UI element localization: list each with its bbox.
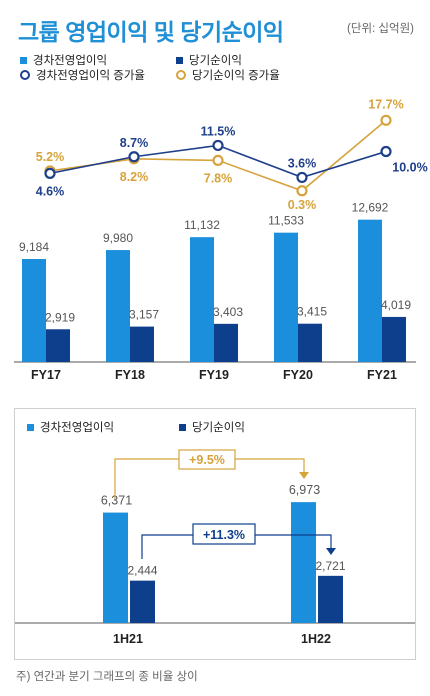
x-tick-fy18: FY18 (115, 368, 145, 382)
half-x-tick-1h22: 1H22 (301, 632, 331, 646)
net-growth-point-fy21 (380, 114, 392, 126)
legend-op: 경차전영업이익 (20, 52, 107, 68)
bar-net-fy21 (382, 316, 406, 362)
half-bar-op-1h22 (291, 502, 316, 623)
net-change-label: +11.3% (203, 528, 245, 542)
legend-op-growth-label: 경차전영업이익 증가율 (36, 70, 145, 82)
bar-net-fy19 (214, 323, 238, 362)
bar-net-fy18 (130, 326, 154, 362)
op-growth-label-fy20: 3.6% (288, 156, 317, 170)
x-tick-fy17: FY17 (31, 368, 61, 382)
legend-net-swatch (176, 56, 183, 64)
chart-title: 그룹 영업이익 및 당기순이익 (18, 19, 284, 45)
legend-op-growth-marker (20, 70, 30, 80)
op-change-badge (178, 449, 236, 470)
op-growth-point-fy19 (212, 139, 224, 152)
half-bar-op-label-1h22: 6,973 (289, 483, 320, 497)
bar-net-fy17 (46, 329, 70, 362)
op-growth-label-fy18: 8.7% (120, 136, 149, 150)
net-growth-label-fy21: 17.7% (368, 97, 403, 111)
bar-net-label-fy19: 3,403 (213, 305, 243, 319)
bar-net-fy20 (298, 323, 322, 362)
half-year-panel: 경차전영업이익 당기순이익 6,371 2,444 1H21 6,973 2,721 1H… (14, 408, 416, 660)
half-bar-net-label-1h21: 2,444 (127, 564, 157, 578)
half-legend-net-label: 당기순이익 (192, 422, 245, 434)
legend-net-growth-label: 당기순이익 증가율 (192, 70, 280, 82)
bar-op-label-fy20: 11,533 (268, 214, 304, 228)
net-growth-label-fy19: 7.8% (204, 171, 233, 185)
footnote: 주) 연간과 분기 그래프의 종 비율 상이 (16, 671, 198, 683)
x-tick-fy20: FY20 (283, 368, 313, 382)
half-bar-net-1h22 (318, 575, 343, 623)
legend-op-label: 경차전영업이익 (33, 55, 108, 67)
half-legend-net-swatch (179, 423, 186, 431)
half-bar-net-label-1h22: 2,721 (315, 559, 345, 573)
annual-chart: 9,184 2,919 FY17 9,980 3,157 FY18 11,132 3,403 F… (14, 97, 428, 382)
bar-op-label-fy21: 12,692 (352, 201, 389, 215)
bar-net-label-fy21: 4,019 (381, 298, 411, 312)
bar-op-fy21 (358, 219, 382, 362)
bar-net-label-fy20: 3,415 (297, 305, 327, 319)
net-growth-label-fy17: 5.2% (36, 150, 65, 164)
bar-op-fy17 (22, 259, 46, 362)
bar-op-label-fy18: 9,980 (103, 231, 133, 245)
op-growth-point-fy20 (296, 171, 308, 184)
op-growth-label-fy19: 11.5% (201, 124, 236, 138)
bar-op-fy19 (190, 237, 214, 362)
half-legend-op-label: 경차전영업이익 (40, 422, 115, 434)
unit-label: (단위: 십억원) (347, 23, 414, 35)
op-growth-point-fy17 (44, 167, 56, 179)
net-growth-label-fy18: 8.2% (120, 170, 149, 184)
bar-op-label-fy17: 9,184 (19, 240, 49, 254)
legend-net-growth: 당기순이익 증가율 (176, 67, 280, 83)
op-growth-point-fy21 (380, 145, 392, 158)
half-bar-net-1h21 (130, 580, 155, 623)
op-change-arrowhead (299, 472, 309, 479)
net-growth-point-fy20 (296, 185, 308, 197)
half-x-tick-1h21: 1H21 (113, 632, 143, 646)
x-tick-fy21: FY21 (367, 368, 397, 382)
legend-net-label: 당기순이익 (189, 55, 242, 67)
half-bar-op-label-1h21: 6,371 (101, 494, 132, 508)
op-growth-label-fy21: 10.0% (392, 161, 427, 175)
half-legend-net: 당기순이익 (179, 419, 245, 435)
op-growth-label-fy17: 4.6% (36, 184, 65, 198)
net-growth-label-fy20: 0.3% (288, 198, 317, 212)
bar-net-label-fy17: 2,919 (45, 310, 75, 324)
bar-op-fy20 (274, 232, 298, 362)
half-legend-op: 경차전영업이익 (27, 419, 114, 435)
op-growth-point-fy18 (128, 151, 140, 163)
half-bar-op-1h21 (103, 512, 128, 623)
op-change-label: +9.5% (189, 453, 225, 467)
legend-net: 당기순이익 (176, 52, 242, 68)
bar-op-label-fy19: 11,132 (184, 218, 220, 232)
bar-op-fy18 (106, 250, 130, 362)
half-legend-op-swatch (27, 423, 34, 431)
net-change-badge (192, 523, 256, 545)
net-change-arrowhead (326, 548, 336, 555)
legend-net-growth-marker (176, 70, 186, 80)
legend-op-growth: 경차전영업이익 증가율 (20, 67, 145, 83)
half-year-chart: 6,371 2,444 1H21 6,973 2,721 1H22 +9.5% +11.3% (15, 449, 415, 646)
legend-op-swatch (20, 56, 27, 64)
x-tick-fy19: FY19 (199, 368, 229, 382)
net-growth-point-fy19 (212, 154, 224, 167)
bar-net-label-fy18: 3,157 (129, 308, 159, 322)
